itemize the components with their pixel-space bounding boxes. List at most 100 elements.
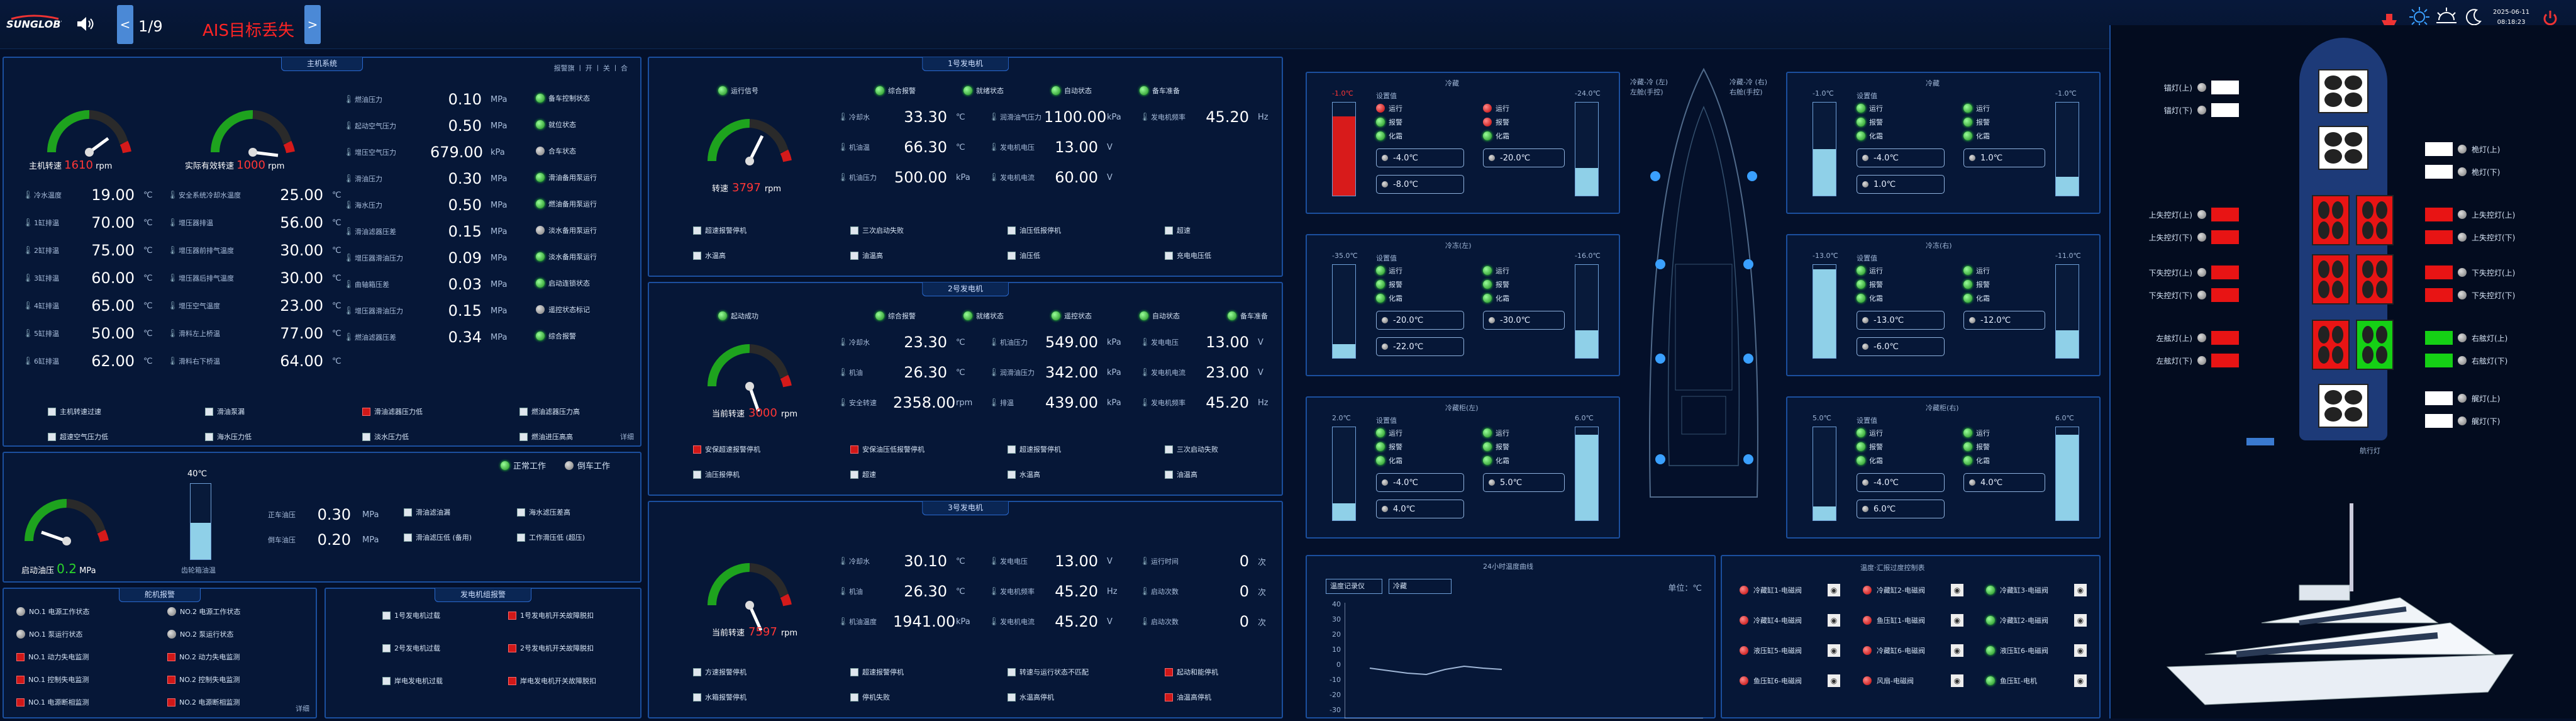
- fridge-temp-box-1[interactable]: -4.0℃: [1857, 473, 1945, 492]
- lights-scroll-handle[interactable]: [2246, 438, 2274, 445]
- check-box[interactable]: [693, 693, 701, 701]
- fridge-temp-box-1[interactable]: -4.0℃: [1376, 148, 1464, 167]
- check-box[interactable]: [850, 445, 858, 454]
- fridge-temp-box-1[interactable]: -13.0℃: [1857, 311, 1945, 330]
- valve-toggle-button[interactable]: ◉: [2074, 614, 2087, 627]
- light-toggle-button[interactable]: [2425, 331, 2453, 345]
- fridge-temp-box-2[interactable]: -20.0℃: [1483, 148, 1565, 167]
- fridge-temp-box-1[interactable]: -4.0℃: [1376, 473, 1464, 492]
- fridge-temp-box-2[interactable]: -30.0℃: [1483, 311, 1565, 330]
- generator-check[interactable]: 油温高: [850, 250, 883, 260]
- check-box[interactable]: [1165, 693, 1173, 701]
- check-box[interactable]: [693, 251, 701, 260]
- check-box[interactable]: [362, 407, 370, 416]
- generator-check[interactable]: 油温高: [1165, 469, 1197, 479]
- light-toggle-button[interactable]: [2425, 208, 2453, 221]
- engine-detail-link[interactable]: 详细: [620, 433, 634, 441]
- light-toggle-button[interactable]: [2211, 331, 2239, 345]
- valve-toggle-button[interactable]: ◉: [2074, 674, 2087, 687]
- light-toggle-button[interactable]: [2425, 165, 2453, 179]
- generator-check[interactable]: 水温高停机: [1008, 692, 1054, 702]
- valve-toggle-button[interactable]: ◉: [1828, 614, 1840, 627]
- valve-toggle-button[interactable]: ◉: [2074, 584, 2087, 596]
- check-box[interactable]: [1008, 693, 1016, 701]
- fridge-temp-box-2[interactable]: 1.0℃: [1963, 148, 2045, 167]
- check-box[interactable]: [519, 407, 528, 416]
- fridge-temp-box-1[interactable]: -4.0℃: [1857, 148, 1945, 167]
- check-box[interactable]: [1165, 226, 1173, 235]
- fridge-temp-box-2[interactable]: -12.0℃: [1963, 311, 2045, 330]
- light-toggle-button[interactable]: [2425, 354, 2453, 367]
- trend-select-2[interactable]: 冷藏: [1389, 579, 1452, 594]
- check-box[interactable]: [1008, 470, 1016, 479]
- gear-check-2[interactable]: 滑油滤压低 (备用): [404, 532, 472, 542]
- fridge-temp-box-3[interactable]: 1.0℃: [1857, 175, 1945, 194]
- eng-check-item[interactable]: 超速空气压力低: [48, 432, 108, 442]
- generator-check[interactable]: 水温高: [693, 250, 726, 260]
- eng-check-item[interactable]: 主机转速过速: [48, 406, 101, 416]
- check-box[interactable]: [1165, 445, 1173, 454]
- sun-icon[interactable]: [2409, 6, 2430, 28]
- light-toggle-button[interactable]: [2211, 103, 2239, 117]
- fridge-temp-box-3[interactable]: -22.0℃: [1376, 337, 1464, 356]
- valve-toggle-button[interactable]: ◉: [1951, 674, 1963, 687]
- fridge-temp-box-1[interactable]: -20.0℃: [1376, 311, 1464, 330]
- generator-check[interactable]: 水箱报警停机: [693, 692, 747, 702]
- generator-check[interactable]: 三次启动失败: [850, 225, 904, 235]
- fridge-temp-box-3[interactable]: -6.0℃: [1857, 337, 1945, 356]
- check-box[interactable]: [850, 693, 858, 701]
- fridge-temp-box-3[interactable]: 4.0℃: [1376, 500, 1464, 518]
- valve-toggle-button[interactable]: ◉: [1951, 584, 1963, 596]
- generator-check[interactable]: 停机失败: [850, 692, 890, 702]
- eng-check-item[interactable]: 海水压力低: [205, 432, 252, 442]
- check-box[interactable]: [693, 470, 701, 479]
- generator-check[interactable]: 油压报停机: [693, 469, 740, 479]
- generator-check[interactable]: 安保超速报警停机: [693, 444, 760, 454]
- check-box[interactable]: [1008, 668, 1016, 676]
- generator-check[interactable]: 转速与运行状态不匹配: [1008, 667, 1089, 677]
- fridge-temp-box-2[interactable]: 5.0℃: [1483, 473, 1565, 492]
- generator-check[interactable]: 超速报警停机: [693, 225, 747, 235]
- generator-check[interactable]: 油压低报停机: [1008, 225, 1061, 235]
- eng-check-item[interactable]: 燃油滤器压力高: [519, 406, 580, 416]
- check-box[interactable]: [1165, 251, 1173, 260]
- check-box[interactable]: [205, 432, 213, 441]
- check-box[interactable]: [1008, 251, 1016, 260]
- power-icon[interactable]: [2541, 9, 2560, 28]
- light-toggle-button[interactable]: [2425, 391, 2453, 405]
- valve-toggle-button[interactable]: ◉: [1828, 674, 1840, 687]
- generator-check[interactable]: 超速报警停机: [850, 667, 904, 677]
- engine-menu[interactable]: 报警旗 ㅣ 开 ㅣ 关 ㅣ 合: [553, 64, 628, 72]
- generator-check[interactable]: 水温高: [1008, 469, 1040, 479]
- next-page-button[interactable]: >: [304, 5, 321, 44]
- alarm-detail-link[interactable]: 详细: [296, 705, 309, 713]
- trend-select-1[interactable]: 温度记录仪: [1326, 579, 1382, 594]
- light-toggle-button[interactable]: [2211, 265, 2239, 279]
- check-box[interactable]: [1165, 668, 1173, 676]
- eng-check-item[interactable]: 滑油滤器压力低: [362, 406, 423, 416]
- fridge-temp-box-3[interactable]: 6.0℃: [1857, 500, 1945, 518]
- generator-check[interactable]: 起动和能停机: [1165, 667, 1218, 677]
- generator-check[interactable]: 油压低: [1008, 250, 1040, 260]
- check-box[interactable]: [1008, 226, 1016, 235]
- sunset-icon[interactable]: [2435, 6, 2458, 28]
- speaker-icon[interactable]: [75, 15, 94, 33]
- check-box[interactable]: [850, 226, 858, 235]
- light-toggle-button[interactable]: [2211, 81, 2239, 94]
- generator-check[interactable]: 充电电压低: [1165, 250, 1211, 260]
- light-toggle-button[interactable]: [2211, 208, 2239, 221]
- check-box[interactable]: [205, 407, 213, 416]
- check-box[interactable]: [519, 432, 528, 441]
- check-box[interactable]: [1008, 445, 1016, 454]
- check-box[interactable]: [693, 668, 701, 676]
- valve-toggle-button[interactable]: ◉: [2074, 644, 2087, 657]
- check-box[interactable]: [850, 668, 858, 676]
- prev-page-button[interactable]: <: [117, 5, 133, 44]
- gear-check-0[interactable]: 滑油滤油漏: [404, 507, 450, 517]
- light-toggle-button[interactable]: [2211, 230, 2239, 244]
- light-toggle-button[interactable]: [2425, 414, 2453, 428]
- check-box[interactable]: [850, 251, 858, 260]
- gear-check-3[interactable]: 工作滑压低 (超压): [517, 532, 585, 542]
- eng-check-item[interactable]: 燃油进压高高: [519, 432, 573, 442]
- valve-toggle-button[interactable]: ◉: [1828, 584, 1840, 596]
